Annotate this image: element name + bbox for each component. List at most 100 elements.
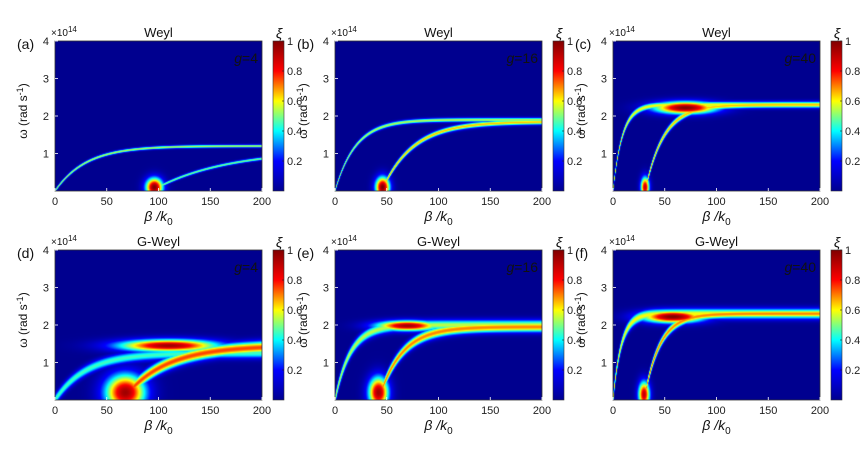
colorbar-tick-label: 0.6 (287, 305, 302, 317)
y-tick-label: 4 (323, 245, 329, 257)
colorbar-label: ξ (556, 234, 563, 250)
y-tick-label: 1 (323, 149, 329, 161)
y-exponent: ×1014 (331, 234, 357, 248)
colorbar-label: ξ (276, 234, 283, 250)
colorbar-tick-label: 0.2 (845, 156, 860, 168)
colorbar-tick-label: 0.4 (845, 335, 860, 347)
colorbar-tick-label: 0.2 (287, 156, 302, 168)
y-tick-label: 3 (601, 74, 607, 86)
colorbar-tick-label: 0.4 (567, 126, 582, 138)
y-tick-label: 1 (601, 149, 607, 161)
g-annotation: g=40 (784, 259, 816, 275)
colorbar-tick-label: 0.8 (287, 275, 302, 287)
colorbar (272, 40, 285, 192)
panel-label: (e) (297, 245, 314, 261)
panel-e: 0 50 100 150 200 1 2 3 4 (e) ×1014 G-Weyl g=16 β /k0 ω… (295, 234, 582, 437)
colorbar-tick-label: 1 (287, 36, 293, 48)
colorbar-tick-label: 0.6 (845, 96, 860, 108)
x-tick-label: 50 (659, 196, 671, 208)
colorbar (830, 249, 843, 401)
y-tick-label: 1 (43, 358, 49, 370)
colorbar-tick-label: 0.4 (287, 335, 302, 347)
colorbar-label: ξ (276, 25, 283, 41)
heatmap-image (55, 41, 262, 191)
heatmap-image (613, 41, 820, 191)
x-tick-label: 200 (533, 196, 551, 208)
colorbar-label: ξ (834, 234, 841, 250)
colorbar-tick-label: 0.8 (567, 66, 582, 78)
y-exponent: ×1014 (331, 25, 357, 39)
y-tick-label: 3 (43, 74, 49, 86)
x-tick-label: 50 (101, 405, 113, 417)
panel-a: 0 50 100 150 200 1 2 3 4 (a) ×1014 Weyl g=4 β /k0 ω (r… (15, 25, 302, 228)
y-axis-label: ω (rad s-1) (15, 292, 30, 347)
heatmap-image (335, 250, 542, 400)
g-annotation: g=4 (234, 259, 258, 275)
x-tick-label: 50 (659, 405, 671, 417)
panel-title: G-Weyl (417, 234, 460, 249)
panel-label: (d) (17, 245, 34, 261)
x-axis-label: β /k0 (701, 417, 731, 437)
colorbar-tick-label: 1 (287, 245, 293, 257)
colorbar (830, 40, 843, 192)
colorbar-tick-label: 0.4 (287, 126, 302, 138)
colorbar-tick-label: 0.4 (845, 126, 860, 138)
y-tick-label: 4 (323, 36, 329, 48)
x-tick-label: 0 (332, 405, 338, 417)
y-tick-label: 1 (601, 358, 607, 370)
panel-label: (b) (297, 36, 314, 52)
x-axis-label: β /k0 (143, 208, 173, 228)
y-axis-label: ω (rad s-1) (295, 292, 310, 347)
y-tick-label: 2 (323, 111, 329, 123)
colorbar (552, 40, 565, 192)
panel-title: Weyl (424, 25, 453, 40)
panel-label: (a) (17, 36, 34, 52)
y-tick-label: 2 (601, 111, 607, 123)
colorbar-tick-label: 0.4 (567, 335, 582, 347)
x-axis-label: β /k0 (143, 417, 173, 437)
panel-b: 0 50 100 150 200 1 2 3 4 (b) ×1014 Weyl g=16 β /k0 ω (… (295, 25, 582, 228)
heatmap-image (335, 41, 542, 191)
y-tick-label: 3 (323, 74, 329, 86)
colorbar-tick-label: 0.8 (845, 66, 860, 78)
colorbar-tick-label: 0.2 (567, 365, 582, 377)
panel-title: Weyl (144, 25, 173, 40)
colorbar-tick-label: 0.8 (845, 275, 860, 287)
y-tick-label: 1 (43, 149, 49, 161)
x-tick-label: 200 (811, 405, 829, 417)
colorbar-tick-label: 0.6 (567, 305, 582, 317)
colorbar-tick-label: 0.8 (287, 66, 302, 78)
heatmap-image (613, 250, 820, 400)
x-tick-label: 150 (759, 405, 777, 417)
x-tick-label: 150 (201, 196, 219, 208)
g-annotation: g=40 (784, 50, 816, 66)
heatmap-image (55, 250, 262, 400)
y-tick-label: 2 (43, 320, 49, 332)
x-tick-label: 100 (707, 196, 725, 208)
y-tick-label: 2 (601, 320, 607, 332)
x-tick-label: 150 (201, 405, 219, 417)
colorbar (272, 249, 285, 401)
g-annotation: g=16 (506, 259, 538, 275)
x-tick-label: 200 (253, 196, 271, 208)
x-tick-label: 100 (429, 196, 447, 208)
panel-label: (f) (575, 245, 588, 261)
panel-c: 0 50 100 150 200 1 2 3 4 (c) ×1014 Weyl g=40 β /k0 ω (… (573, 25, 860, 228)
colorbar-tick-label: 0.6 (567, 96, 582, 108)
colorbar-label: ξ (556, 25, 563, 41)
x-tick-label: 200 (533, 405, 551, 417)
y-axis-label: ω (rad s-1) (15, 83, 30, 138)
colorbar-tick-label: 1 (845, 245, 851, 257)
colorbar (552, 249, 565, 401)
x-tick-label: 200 (253, 405, 271, 417)
y-tick-label: 2 (323, 320, 329, 332)
x-tick-label: 150 (481, 405, 499, 417)
x-tick-label: 50 (381, 405, 393, 417)
colorbar-tick-label: 1 (567, 36, 573, 48)
panel-f: 0 50 100 150 200 1 2 3 4 (f) ×1014 G-Weyl g=40 β /k0 ω… (573, 234, 860, 437)
panel-title: Weyl (702, 25, 731, 40)
panel-title: G-Weyl (695, 234, 738, 249)
y-tick-label: 3 (601, 283, 607, 295)
x-tick-label: 0 (52, 405, 58, 417)
